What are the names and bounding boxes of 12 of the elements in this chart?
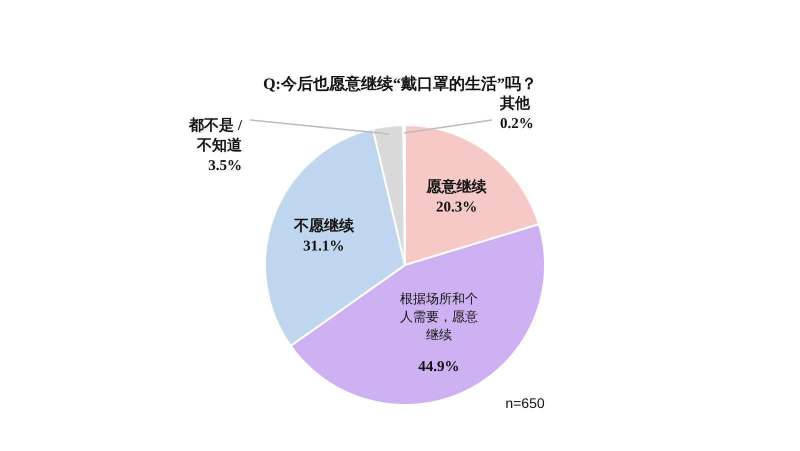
data-label: 44.9% [418, 359, 460, 376]
slice-label: 都不是 / 不知道 [188, 117, 243, 154]
slice-label: 不愿继续 [292, 217, 355, 234]
chart-title: Q:今后也愿意继续“戴口罩的生活”吗？ [263, 75, 537, 93]
slice-label: 其他 [499, 95, 531, 112]
data-label: 20.3% [436, 199, 478, 216]
text: n=650 [505, 395, 545, 411]
data-label: 31.1% [303, 238, 344, 254]
slice-label: 愿意继续 [426, 178, 488, 196]
slice-label: 根据场所和个人需要，愿意继续 [400, 291, 478, 342]
data-label: 0.2% [500, 116, 534, 132]
data-label: 3.5% [208, 158, 242, 174]
